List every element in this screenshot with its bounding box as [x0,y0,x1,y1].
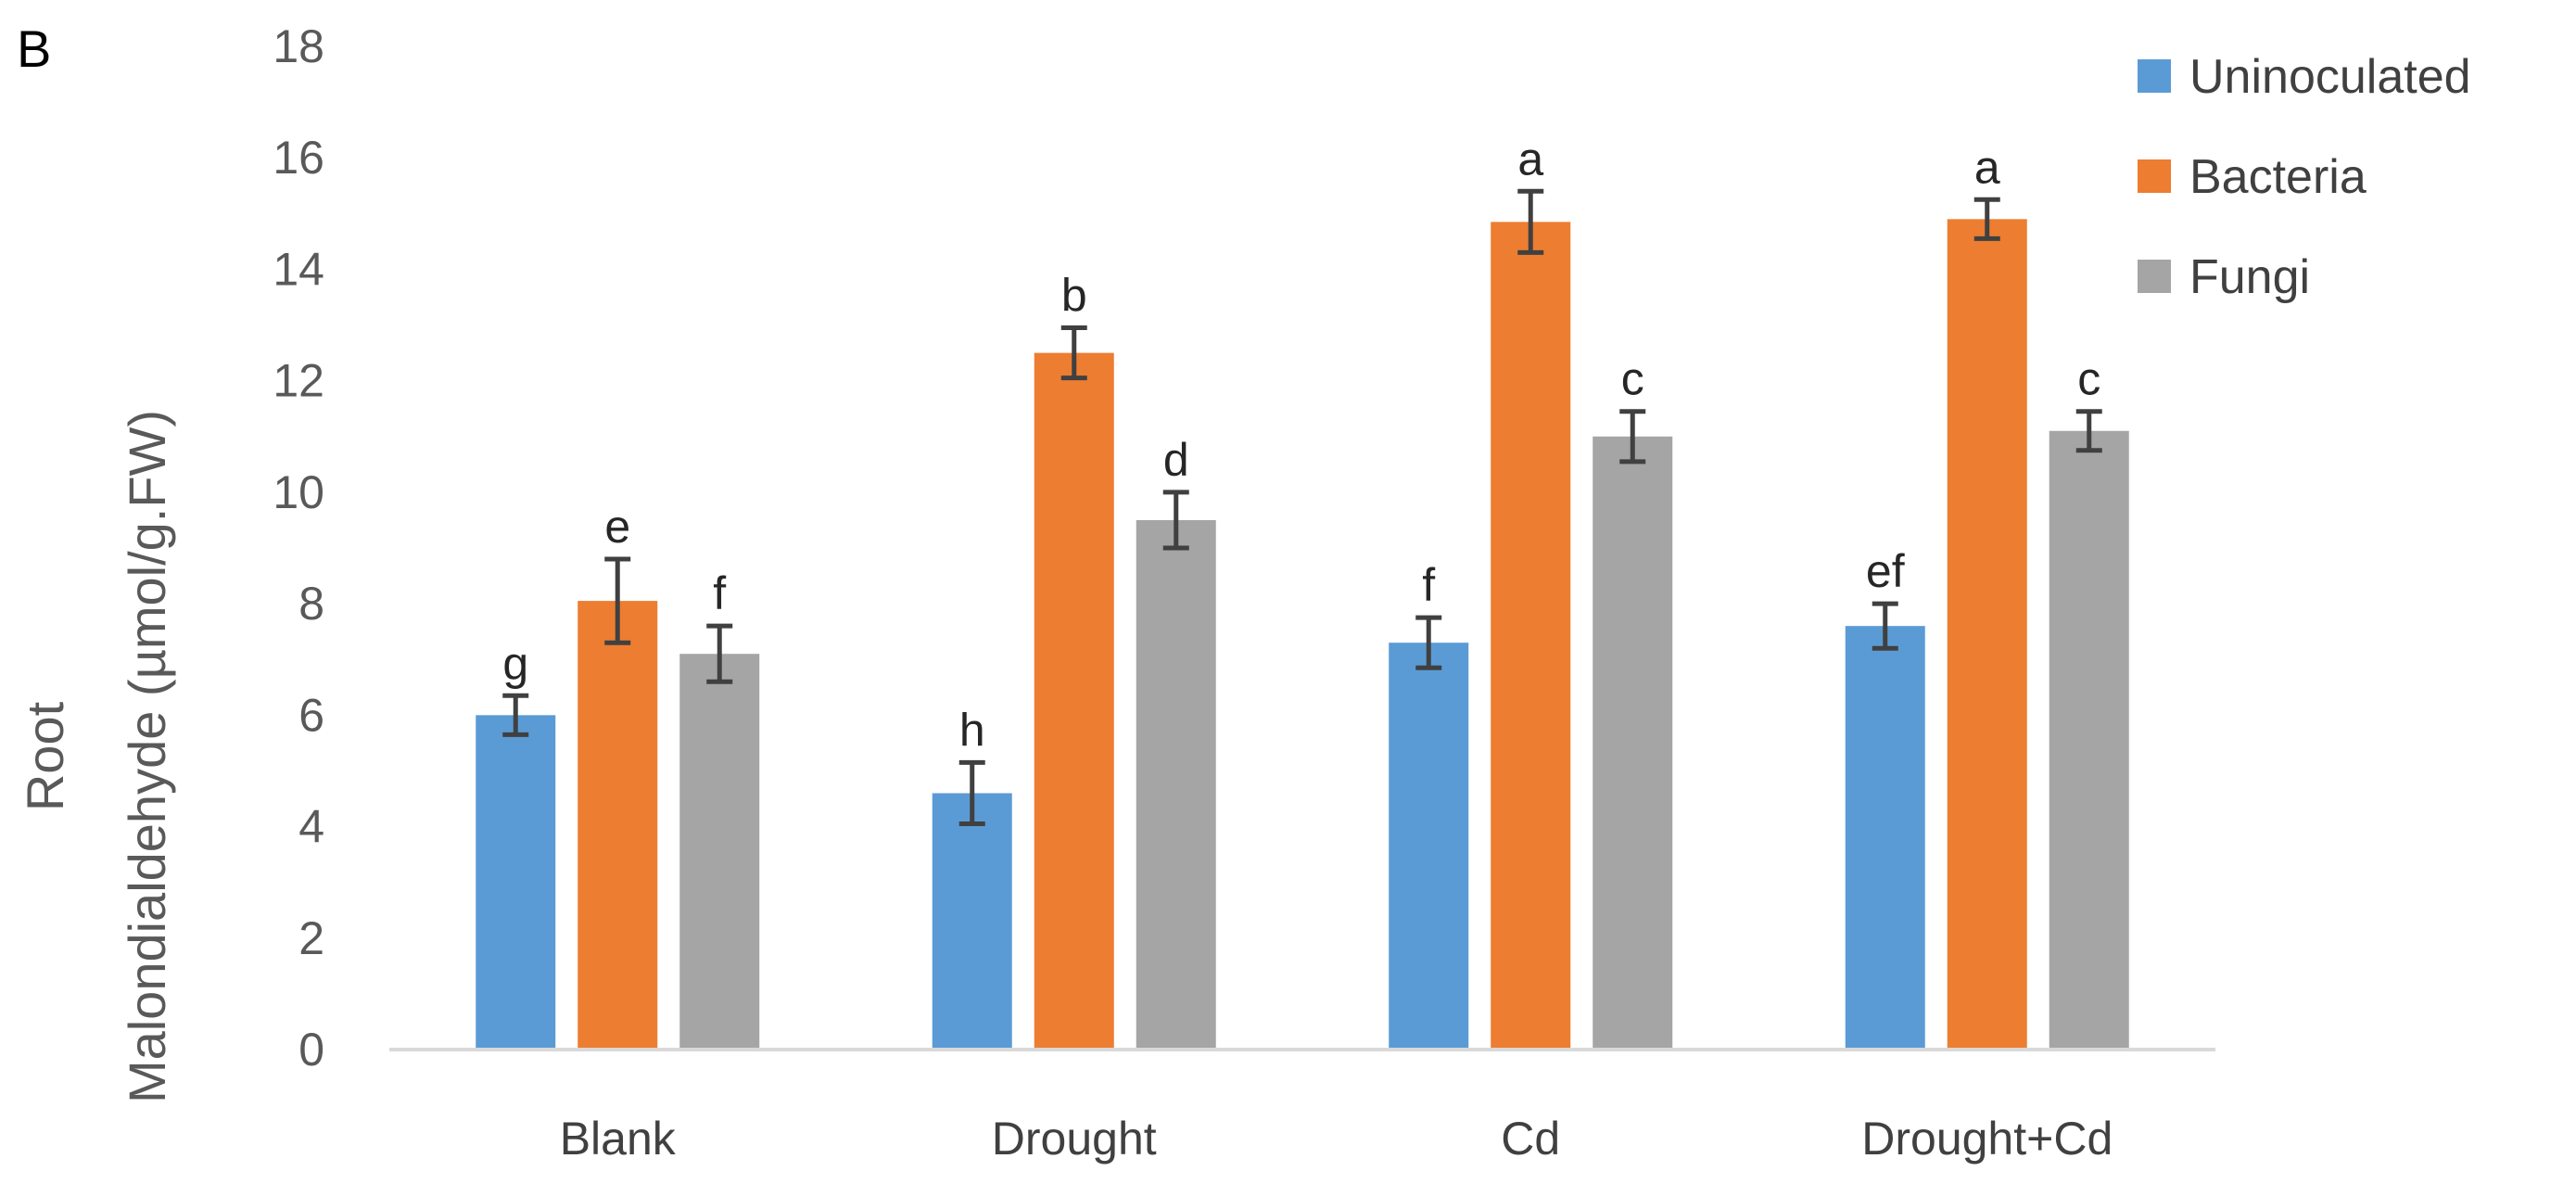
bar [1947,219,2027,1050]
bar [1845,626,1925,1050]
significance-letter: a [1517,133,1543,185]
y-tick-label: 2 [298,912,324,964]
bar [1136,519,1216,1050]
significance-letter: c [2077,353,2100,405]
legend: Uninoculated Bacteria Fungi [2138,50,2471,304]
legend-label: Bacteria [2189,150,2367,204]
x-axis-categories: Blank Drought Cd Drought+Cd [560,1113,2113,1165]
bar [577,601,658,1050]
significance-letter: g [502,637,528,689]
significance-letter: f [713,567,726,619]
significance-letter: d [1163,434,1189,486]
significance-letter: h [959,704,985,756]
x-category-label: Drought+Cd [1861,1113,2113,1165]
significance-letter: a [1974,141,2000,193]
significance-letter: ef [1866,545,1905,597]
y-tick-label: 4 [298,801,324,853]
bar [1034,352,1114,1050]
y-tick-label: 16 [273,132,324,184]
legend-swatch [2138,59,2171,93]
significance-letter: c [1621,353,1644,405]
significance-letter: f [1422,559,1435,611]
legend-label: Fungi [2189,250,2310,304]
y-axis-label: Root Malondialdehyde (µmol/g.FW) [16,410,176,1103]
bar [1389,643,1469,1050]
legend-swatch [2138,260,2171,293]
x-category-label: Blank [560,1113,677,1165]
bar [932,793,1012,1050]
x-category-label: Cd [1501,1113,1560,1165]
legend-swatch [2138,159,2171,193]
y-axis-label-line-2: Malondialdehyde (µmol/g.FW) [118,410,176,1103]
y-tick-label: 10 [273,466,324,518]
significance-letter: b [1061,270,1087,322]
y-tick-label: 12 [273,355,324,407]
y-tick-label: 0 [298,1024,324,1076]
bars [476,219,2129,1050]
significance-letter: e [604,501,630,553]
bar [1593,436,1673,1050]
bar [2049,430,2129,1050]
x-category-label: Drought [992,1113,1157,1165]
y-tick-label: 18 [273,20,324,72]
y-tick-label: 14 [273,243,324,295]
y-tick-label: 6 [298,689,324,741]
error-bars [502,188,2102,827]
legend-label: Uninoculated [2189,50,2471,104]
bar [679,654,760,1050]
bar [476,715,556,1050]
bar [1491,222,1571,1050]
y-axis-ticks: 0 2 4 6 8 10 12 14 16 18 [273,20,324,1076]
y-tick-label: 8 [298,578,324,630]
y-axis-label-line-1: Root [16,701,74,811]
panel-label: B [17,19,51,78]
